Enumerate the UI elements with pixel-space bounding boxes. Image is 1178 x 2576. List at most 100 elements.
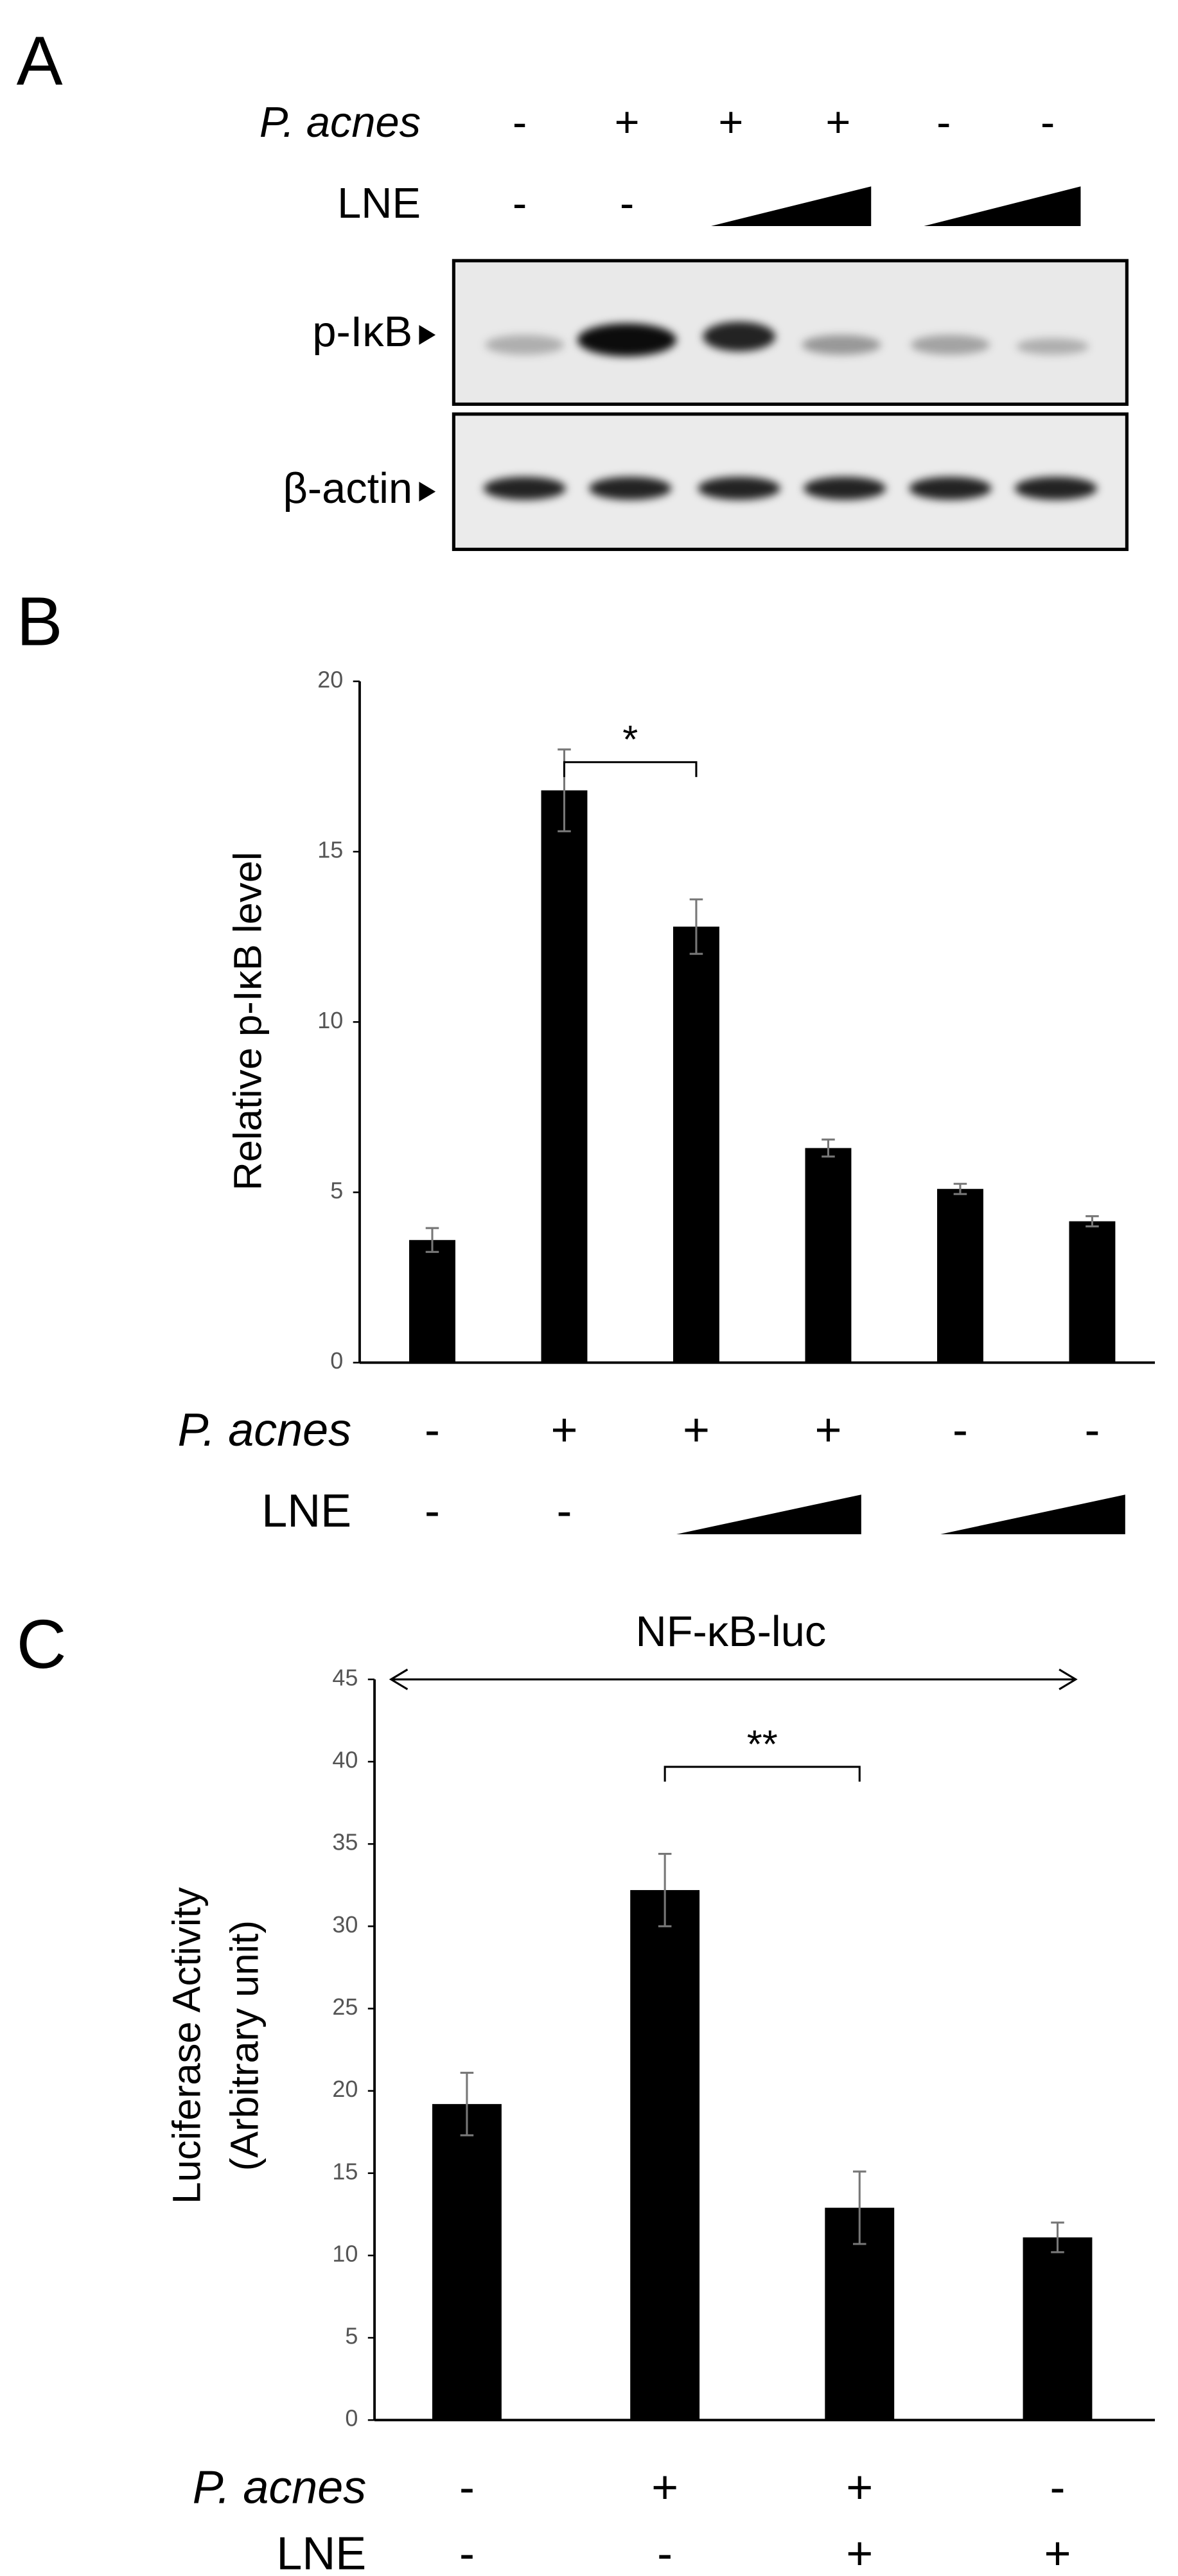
y-tick-label: 15	[317, 837, 343, 863]
y-tick-label: 15	[332, 2158, 358, 2184]
error-bar	[852, 2170, 866, 2245]
blot-bands	[483, 321, 1098, 500]
condition-sign: +	[814, 1405, 841, 1456]
bar	[936, 1189, 983, 1363]
panel-label: C	[17, 1605, 67, 1683]
error-bar	[689, 898, 703, 955]
band	[483, 477, 567, 500]
condition-sign: -	[1084, 1405, 1100, 1456]
arrow-head	[389, 1669, 409, 1690]
band	[802, 335, 881, 355]
condition-sign: +	[550, 1405, 577, 1456]
significance-label: **	[747, 1722, 778, 1767]
bar	[409, 1240, 455, 1363]
condition-sign: -	[936, 99, 951, 146]
blot-box	[452, 259, 1129, 406]
y-tick-label: 25	[332, 1993, 358, 2020]
condition-sign: +	[846, 2528, 873, 2576]
error-bar	[1051, 2221, 1064, 2254]
condition-sign: +	[683, 1405, 710, 1456]
condition-sign: +	[718, 99, 743, 146]
band	[577, 323, 677, 356]
y-tick-label: 35	[332, 1829, 358, 1855]
error-bar	[425, 1227, 439, 1253]
error-bar	[460, 2071, 474, 2137]
y-tick-label: 5	[330, 1177, 343, 1204]
row-arrow	[419, 482, 436, 502]
condition-sign: -	[1041, 99, 1055, 146]
blot-row-label: β-actin	[283, 465, 412, 513]
condition-label: LNE	[337, 180, 421, 227]
y-tick-label: 0	[345, 2405, 358, 2431]
bar	[541, 790, 588, 1363]
condition-label: P. acnes	[193, 2462, 367, 2514]
condition-label: P. acnes	[259, 99, 421, 146]
condition-sign: -	[620, 180, 634, 227]
dose-ramp	[711, 186, 872, 226]
condition-sign: +	[825, 99, 850, 146]
significance-label: *	[622, 717, 638, 762]
panel-label: B	[17, 583, 63, 660]
condition-sign: -	[513, 180, 527, 227]
condition-sign: +	[1044, 2528, 1071, 2576]
y-axis-label: Luciferase Activity	[165, 1887, 209, 2204]
band	[910, 335, 990, 355]
dose-ramp	[924, 186, 1081, 226]
bar	[630, 1889, 700, 2421]
error-bar	[822, 1138, 835, 1158]
bar	[805, 1148, 852, 1363]
condition-sign: +	[615, 99, 640, 146]
condition-sign: +	[651, 2462, 678, 2514]
blot-box	[452, 412, 1129, 551]
y-tick-label: 10	[332, 2240, 358, 2266]
condition-sign: +	[846, 2462, 873, 2514]
condition-sign: -	[1050, 2462, 1066, 2514]
y-tick-label: 0	[330, 1347, 343, 1374]
chart-title: NF-κB-luc	[636, 1608, 827, 1656]
dose-ramp	[676, 1494, 861, 1534]
y-tick-label: 40	[332, 1747, 358, 1773]
y-tick-label: 20	[332, 2076, 358, 2102]
y-axis-label: (Arbitrary unit)	[223, 1920, 267, 2171]
band	[698, 477, 780, 500]
band	[589, 477, 672, 500]
condition-label: LNE	[261, 1485, 351, 1537]
band	[485, 335, 565, 355]
band	[909, 477, 992, 500]
y-axis-label: Relative p-IκB level	[226, 852, 270, 1190]
y-tick-label: 30	[332, 1911, 358, 1938]
condition-sign: -	[556, 1485, 572, 1537]
error-bar	[1086, 1215, 1099, 1228]
row-arrow	[419, 325, 436, 345]
band	[1016, 338, 1089, 355]
bar	[673, 926, 719, 1363]
panel-label: A	[17, 21, 63, 99]
dose-ramp	[940, 1494, 1125, 1534]
condition-sign: -	[459, 2528, 475, 2576]
bar	[1069, 1221, 1116, 1363]
y-tick-label: 10	[317, 1007, 343, 1033]
bar	[1023, 2237, 1093, 2421]
y-tick-label: 20	[317, 666, 343, 692]
y-tick-label: 5	[345, 2323, 358, 2349]
condition-sign: -	[657, 2528, 673, 2576]
condition-label: LNE	[276, 2528, 366, 2576]
arrow-head	[1059, 1669, 1078, 1690]
condition-sign: -	[459, 2462, 475, 2514]
error-bar	[953, 1182, 967, 1195]
bar	[432, 2104, 502, 2421]
significance-bracket	[563, 761, 698, 777]
condition-sign: -	[425, 1485, 440, 1537]
condition-label: P. acnes	[178, 1405, 352, 1456]
condition-sign: -	[425, 1405, 440, 1456]
y-tick-label: 45	[332, 1664, 358, 1690]
band	[703, 321, 776, 352]
significance-bracket	[664, 1766, 861, 1782]
blot-row-label: p-IκB	[312, 308, 412, 356]
condition-sign: -	[513, 99, 527, 146]
band	[1014, 477, 1098, 500]
error-bar	[658, 1853, 672, 1927]
band	[803, 477, 886, 500]
